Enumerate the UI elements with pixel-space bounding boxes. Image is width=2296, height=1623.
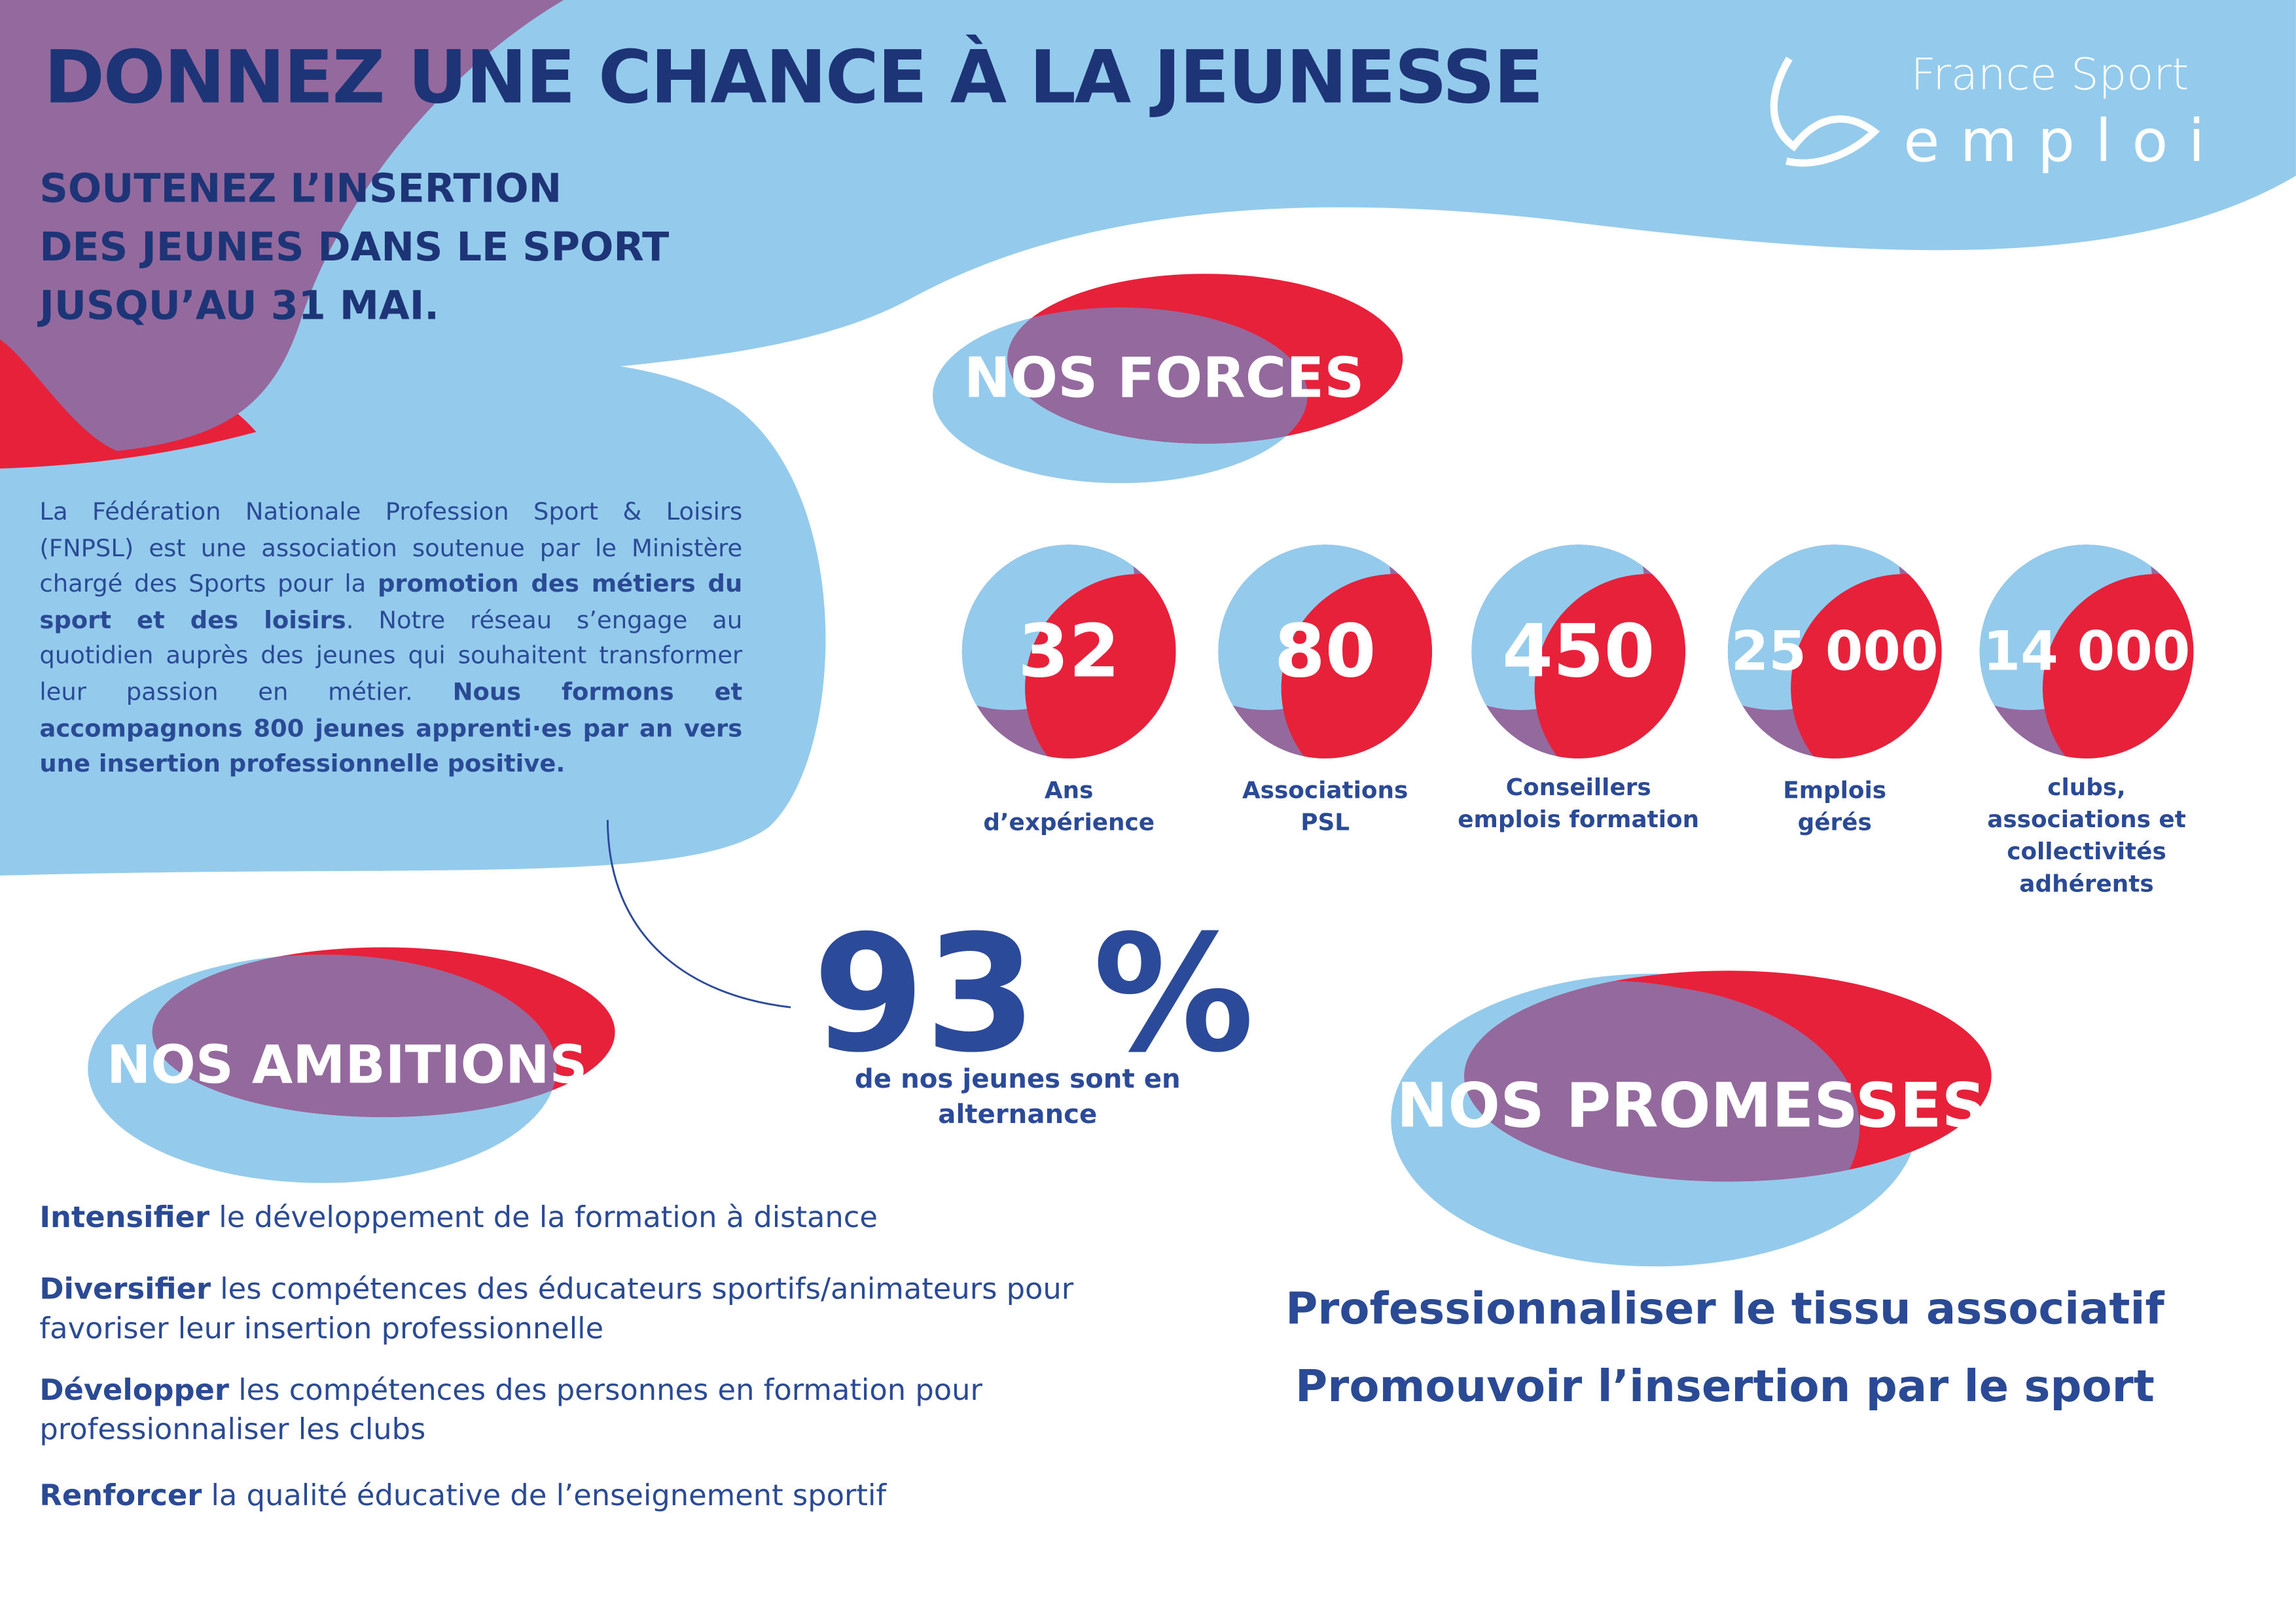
circle-parts xyxy=(1727,544,1942,758)
circle-parts xyxy=(1471,544,1686,758)
force-label: clubs, associations et collectivités adhére… xyxy=(1962,772,2211,901)
promise: Promouvoir l’insertion par le sport xyxy=(1295,1361,2155,1413)
ambition: Renforcer la qualité éducative de l’ense… xyxy=(39,1476,1108,1515)
ambition: Intensifier le développement de la forma… xyxy=(39,1198,1108,1237)
stat-circle xyxy=(1979,544,2194,758)
promise: Professionnaliser le tissu associatif xyxy=(1285,1284,2164,1336)
subtitle-line: DES JEUNES DANS LE SPORT xyxy=(39,225,670,271)
intro-text: . Notre réseau s’engage au quotidien aup… xyxy=(39,605,743,706)
force-number: 14 000 xyxy=(1982,620,2191,683)
ambition-verb: Renforcer xyxy=(39,1477,202,1513)
label-line: Emplois xyxy=(1783,776,1887,804)
stat-circle xyxy=(1727,544,1942,758)
logo-text: emploi xyxy=(1903,108,2225,176)
force-label: Conseillers emplois formation xyxy=(1454,772,1703,836)
intro-text: La Fédération Nationale Profession Sport… xyxy=(39,497,743,598)
label-line: emplois formation xyxy=(1458,805,1700,833)
blue-wave xyxy=(0,0,2296,440)
stat-circle xyxy=(961,544,1176,758)
label-line: d’expérience xyxy=(983,808,1155,836)
label-line: Ans xyxy=(1044,776,1094,804)
stat-circle xyxy=(1471,544,1686,758)
label-line: associations et xyxy=(1987,805,2186,833)
force-label: Associations PSL xyxy=(1201,774,1450,838)
ambition: Diversifier les compétences des éducateu… xyxy=(39,1270,1108,1349)
circle-red xyxy=(1534,573,1686,758)
label-line: collectivités xyxy=(2007,837,2166,866)
purple-blob xyxy=(0,0,564,452)
ambition: Développer les compétences des personnes… xyxy=(39,1370,1108,1450)
ambition-verb: Intensifier xyxy=(39,1199,210,1234)
section-title: NOS PROMESSES xyxy=(1396,1069,1986,1141)
stat-caption: de nos jeunes sont en alternance xyxy=(798,1063,1237,1133)
ambition-text: les compétences des personnes en formati… xyxy=(39,1372,982,1447)
label-line: Conseillers xyxy=(1505,773,1651,801)
intro-text: promotion des métiers du sport et des lo… xyxy=(39,569,743,634)
intro-text: Nous formons et accompagnons 800 jeunes … xyxy=(39,677,743,778)
circle-red xyxy=(2042,573,2194,758)
label-line: clubs, xyxy=(2047,773,2126,801)
caption-line: alternance xyxy=(938,1099,1098,1131)
circle-red xyxy=(1791,573,1942,758)
force-label: Emplois gérés xyxy=(1710,774,1959,838)
intro: La Fédération Nationale Profession Sport… xyxy=(39,495,742,783)
stat-circle xyxy=(1218,544,1432,758)
force-label: Ans d’expérience xyxy=(944,774,1193,838)
label-line: adhérents xyxy=(2019,869,2154,898)
force-number: 450 xyxy=(1501,609,1655,694)
subtitle-line: SOUTENEZ L’INSERTION xyxy=(39,167,562,213)
heading-shape xyxy=(1464,980,1860,1182)
connector xyxy=(606,819,791,1008)
logo-text: France Sport xyxy=(1910,50,2189,101)
ambition-text: la qualité éducative de l’enseignement s… xyxy=(202,1477,887,1513)
circle-parts xyxy=(1218,544,1432,758)
ambition-text: le développement de la formation à dista… xyxy=(209,1199,878,1234)
label-line: Associations xyxy=(1242,776,1408,804)
force-number: 32 xyxy=(1018,609,1121,694)
label-line: PSL xyxy=(1300,808,1350,836)
title: DONNEZ UNE CHANCE À LA JEUNESSE xyxy=(44,35,1543,120)
caption-line: de nos jeunes sont en xyxy=(854,1064,1181,1096)
section-title: NOS AMBITIONS xyxy=(106,1035,588,1096)
subtitle-line: JUSQU’AU 31 MAI. xyxy=(39,284,440,330)
section-title: NOS FORCES xyxy=(963,345,1365,410)
force-number: 25 000 xyxy=(1731,620,1939,683)
force-number: 80 xyxy=(1274,609,1376,694)
intro-blob xyxy=(0,357,826,876)
circle-red xyxy=(1281,573,1432,758)
circle-parts xyxy=(961,544,1176,758)
logo-mark xyxy=(1770,56,1880,167)
ambition-verb: Développer xyxy=(39,1372,229,1407)
ambition-text: les compétences des éducateurs sportifs/… xyxy=(39,1270,1074,1346)
circle-red xyxy=(1025,573,1176,758)
circle-parts xyxy=(1979,544,2194,758)
ambition-verb: Diversifier xyxy=(39,1270,211,1306)
stat-value: 93 % xyxy=(812,900,1255,1088)
subtitle: SOUTENEZ L’INSERTION DES JEUNES DANS LE … xyxy=(39,161,669,336)
label-line: gérés xyxy=(1797,808,1872,836)
